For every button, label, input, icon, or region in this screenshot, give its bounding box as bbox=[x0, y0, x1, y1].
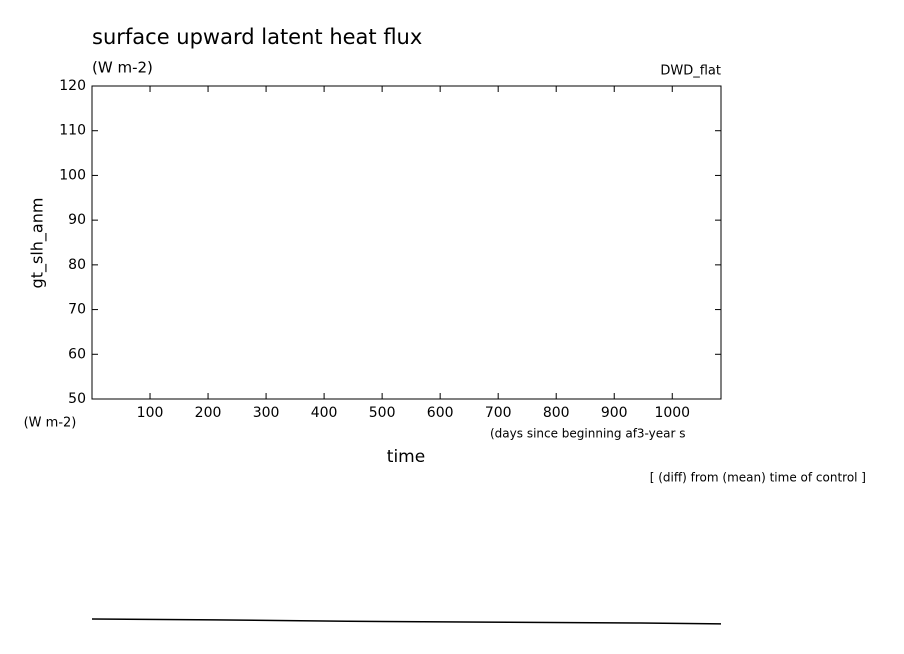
y-tick-label: 90 bbox=[68, 212, 86, 228]
x-tick-label: 400 bbox=[311, 405, 338, 421]
x-tick-label: 300 bbox=[253, 405, 280, 421]
x-tick-label: 900 bbox=[601, 405, 628, 421]
y-tick-label: 50 bbox=[68, 391, 86, 407]
x-tick-label: 700 bbox=[485, 405, 512, 421]
x-tick-label: 500 bbox=[369, 405, 396, 421]
y-tick-label: 100 bbox=[59, 167, 86, 183]
y-tick-label: 110 bbox=[59, 123, 86, 139]
y-tick-label: 120 bbox=[59, 78, 86, 94]
y-unit: (W m-2) bbox=[24, 416, 77, 431]
x-tick-label: 100 bbox=[137, 405, 164, 421]
data-line bbox=[91, 618, 722, 625]
x-axis-label: time bbox=[387, 447, 425, 467]
y-axis-label: gt_slh_anm bbox=[28, 198, 48, 289]
subtitle: (W m-2) bbox=[92, 59, 153, 77]
chart-title: surface upward latent heat flux bbox=[92, 25, 422, 49]
x-tick-label: 1000 bbox=[654, 405, 690, 421]
plot-frame bbox=[91, 85, 722, 400]
y-tick-label: 80 bbox=[68, 257, 86, 273]
note: [ (diff) from (mean) time of control ] bbox=[650, 471, 866, 485]
y-tick-label: 70 bbox=[68, 302, 86, 318]
y-tick-label: 60 bbox=[68, 346, 86, 362]
x-unit: (days since beginning af3-year s bbox=[490, 427, 686, 441]
x-tick-label: 200 bbox=[195, 405, 222, 421]
x-tick-label: 800 bbox=[543, 405, 570, 421]
x-tick-label: 600 bbox=[427, 405, 454, 421]
annotation: DWD_flat bbox=[660, 64, 721, 79]
